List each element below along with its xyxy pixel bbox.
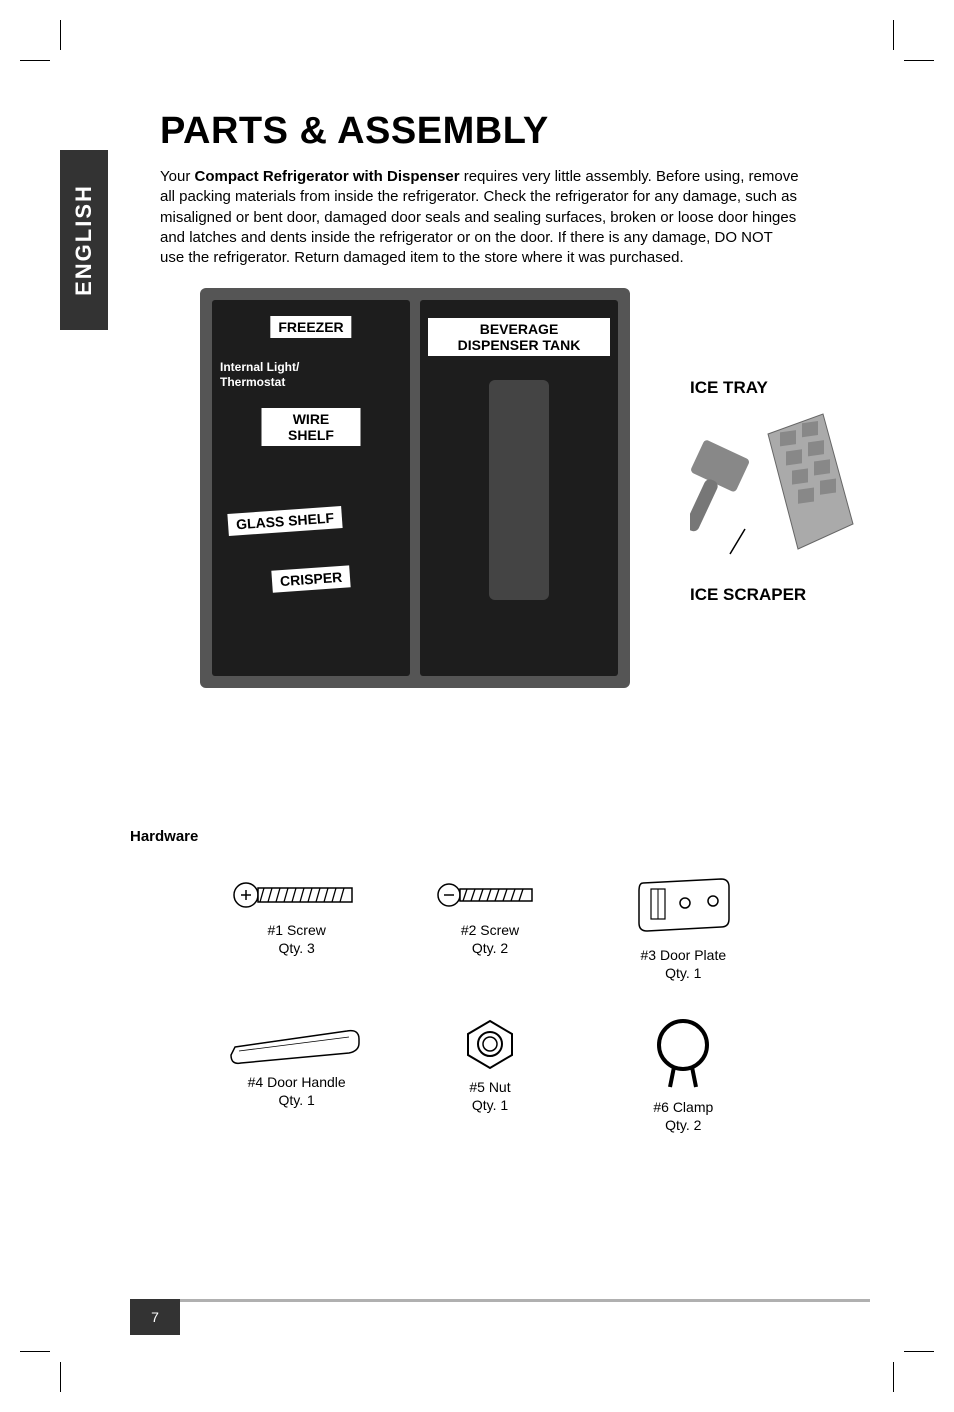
crop-mark — [904, 1351, 934, 1352]
door-plate-icon — [633, 875, 733, 940]
accessories-panel: ICE TRAY — [690, 378, 870, 605]
crop-mark — [20, 60, 50, 61]
crop-mark — [893, 1362, 894, 1392]
hardware-caption: #4 Door Handle Qty. 1 — [210, 1073, 383, 1109]
wire-shelf-label: WIRE SHELF — [262, 408, 361, 446]
hardware-caption: #6 Clamp Qty. 2 — [597, 1098, 770, 1134]
hardware-caption: #3 Door Plate Qty. 1 — [597, 946, 770, 982]
crop-mark — [904, 60, 934, 61]
beverage-tank-shape — [489, 380, 549, 600]
intro-paragraph: Your Compact Refrigerator with Dispenser… — [160, 167, 800, 268]
nut-icon — [460, 1017, 520, 1072]
freezer-label: FREEZER — [270, 316, 351, 338]
crop-mark — [893, 20, 894, 50]
hardware-item: #4 Door Handle Qty. 1 — [210, 1017, 383, 1134]
fridge-interior: FREEZER Internal Light/Thermostat WIRE S… — [212, 300, 410, 676]
ice-scraper-label: ICE SCRAPER — [690, 585, 870, 605]
clamp-icon — [648, 1017, 718, 1092]
hardware-item: #6 Clamp Qty. 2 — [597, 1017, 770, 1134]
hardware-caption: #2 Screw Qty. 2 — [403, 921, 576, 957]
hardware-item: #3 Door Plate Qty. 1 — [597, 875, 770, 982]
hardware-caption: #5 Nut Qty. 1 — [403, 1078, 576, 1114]
door-handle-icon — [227, 1017, 367, 1067]
crop-mark — [60, 20, 61, 50]
hardware-grid: #1 Screw Qty. 3 #2 Screw Qty. 2 — [210, 875, 770, 1134]
crop-mark — [20, 1351, 50, 1352]
refrigerator-photo: FREEZER Internal Light/Thermostat WIRE S… — [200, 288, 630, 688]
hardware-heading: Hardware — [130, 828, 890, 845]
footer-rule — [130, 1299, 870, 1302]
hardware-item: #1 Screw Qty. 3 — [210, 875, 383, 982]
glass-shelf-label: GLASS SHELF — [227, 506, 342, 536]
page-number: 7 — [130, 1299, 180, 1335]
crisper-label: CRISPER — [271, 566, 351, 593]
language-tab-label: ENGLISH — [71, 184, 97, 296]
parts-diagram: FREEZER Internal Light/Thermostat WIRE S… — [130, 288, 890, 768]
screw-short-icon — [435, 875, 545, 915]
hardware-item: #2 Screw Qty. 2 — [403, 875, 576, 982]
beverage-tank-label: BEVERAGEDISPENSER TANK — [428, 318, 610, 356]
page-title: PARTS & ASSEMBLY — [160, 110, 890, 153]
language-tab: ENGLISH — [60, 150, 108, 330]
hardware-item: #5 Nut Qty. 1 — [403, 1017, 576, 1134]
fridge-door-interior: BEVERAGEDISPENSER TANK — [420, 300, 618, 676]
crop-mark — [60, 1362, 61, 1392]
ice-tray-label: ICE TRAY — [690, 378, 870, 398]
screw-long-icon — [232, 875, 362, 915]
thermostat-label: Internal Light/Thermostat — [220, 360, 299, 389]
ice-tray-scraper-icon — [690, 404, 860, 574]
hardware-caption: #1 Screw Qty. 3 — [210, 921, 383, 957]
